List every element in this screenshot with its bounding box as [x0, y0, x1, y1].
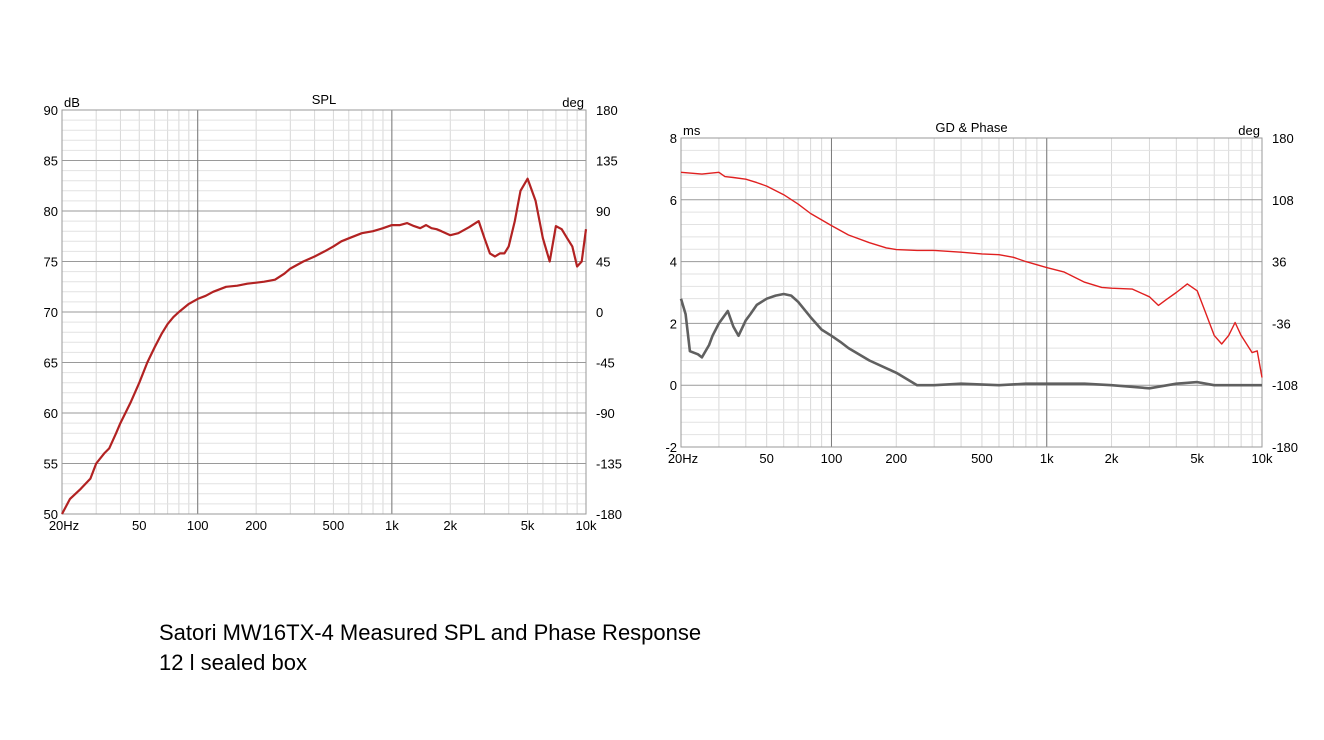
- series-line: [680, 171, 1263, 378]
- x-tick-label: 100: [821, 451, 843, 466]
- x-tick-label: 5k: [1190, 451, 1204, 466]
- x-tick-label: 2k: [1105, 451, 1119, 466]
- y-tick-label: 50: [44, 507, 58, 522]
- y-tick-label: 0: [670, 378, 677, 393]
- x-tick-label: 200: [245, 518, 267, 533]
- y-tick-label: 85: [44, 154, 58, 169]
- chart-title: GD & Phase: [935, 120, 1007, 135]
- y-tick-label: 55: [44, 457, 58, 472]
- series-line: [679, 292, 1262, 390]
- y-unit-label: dB: [64, 95, 80, 110]
- chart-title: SPL: [312, 92, 337, 107]
- plot-frame: [61, 109, 587, 515]
- y2-tick-label: 45: [596, 255, 610, 270]
- y-tick-label: 60: [44, 406, 58, 421]
- y-tick-label: 6: [670, 193, 677, 208]
- y2-tick-label: -180: [596, 507, 622, 522]
- plot-frame: [680, 137, 1263, 448]
- y2-tick-label: -108: [1272, 378, 1298, 393]
- y2-tick-label: 180: [596, 103, 618, 118]
- y-tick-label: 90: [44, 103, 58, 118]
- x-tick-label: 100: [187, 518, 209, 533]
- y2-unit-label: deg: [1238, 123, 1260, 138]
- x-tick-label: 1k: [385, 518, 399, 533]
- x-tick-label: 200: [885, 451, 907, 466]
- x-tick-label: 5k: [521, 518, 535, 533]
- y2-unit-label: deg: [562, 95, 584, 110]
- series-line: [61, 177, 588, 515]
- caption-title: Satori MW16TX-4 Measured SPL and Phase R…: [159, 620, 702, 645]
- y2-tick-label: -45: [596, 356, 615, 371]
- y2-tick-label: -36: [1272, 316, 1291, 331]
- x-tick-label: 10k: [1252, 451, 1273, 466]
- caption-subtitle: 12 l sealed box: [159, 650, 307, 675]
- y-tick-label: 8: [670, 131, 677, 146]
- y2-tick-label: 90: [596, 204, 610, 219]
- y-unit-label: ms: [683, 123, 701, 138]
- y2-tick-label: -90: [596, 406, 615, 421]
- y-tick-label: 75: [44, 255, 58, 270]
- y2-tick-label: 0: [596, 305, 603, 320]
- x-tick-label: 10k: [576, 518, 597, 533]
- y-tick-label: -2: [665, 440, 677, 455]
- x-tick-label: 2k: [443, 518, 457, 533]
- y-tick-label: 4: [670, 255, 677, 270]
- x-tick-label: 50: [132, 518, 146, 533]
- y2-tick-label: 135: [596, 154, 618, 169]
- x-tick-label: 500: [971, 451, 993, 466]
- y2-tick-label: -135: [596, 457, 622, 472]
- y2-tick-label: 108: [1272, 193, 1294, 208]
- y-tick-label: 2: [670, 316, 677, 331]
- y2-tick-label: -180: [1272, 440, 1298, 455]
- x-tick-label: 50: [759, 451, 773, 466]
- y-tick-label: 70: [44, 305, 58, 320]
- y2-tick-label: 36: [1272, 255, 1286, 270]
- x-tick-label: 20Hz: [668, 451, 698, 466]
- x-tick-label: 500: [323, 518, 345, 533]
- x-tick-label: 1k: [1040, 451, 1054, 466]
- y-tick-label: 80: [44, 204, 58, 219]
- x-tick-label: 20Hz: [49, 518, 79, 533]
- y2-tick-label: 180: [1272, 131, 1294, 146]
- y-tick-label: 65: [44, 356, 58, 371]
